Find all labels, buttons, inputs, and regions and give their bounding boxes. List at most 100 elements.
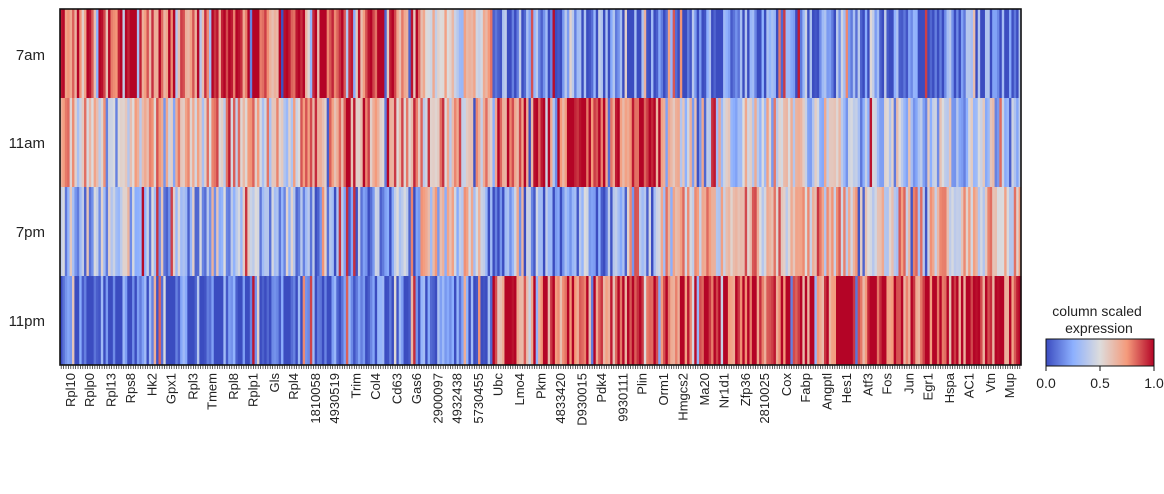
heatmap-cell bbox=[607, 9, 611, 99]
heatmap-cell bbox=[300, 276, 304, 366]
heatmap-cell bbox=[189, 9, 193, 99]
heatmap-cell bbox=[646, 9, 650, 99]
heatmap-cell bbox=[93, 98, 97, 188]
heatmap-cell bbox=[67, 98, 71, 188]
heatmap-cell bbox=[735, 276, 739, 366]
heatmap-cell bbox=[876, 9, 880, 99]
heatmap-cell bbox=[631, 276, 635, 366]
heatmap-cell bbox=[461, 276, 465, 366]
heatmap-cell bbox=[989, 9, 993, 99]
heatmap-cell bbox=[148, 276, 152, 366]
heatmap-cell bbox=[557, 276, 561, 366]
heatmap-cell bbox=[353, 9, 357, 99]
heatmap-cell bbox=[566, 276, 570, 366]
heatmap-cell bbox=[799, 98, 803, 188]
colorbar-gradient bbox=[1045, 338, 1155, 367]
heatmap-cell bbox=[566, 9, 570, 99]
heatmap-cell bbox=[639, 187, 642, 277]
heatmap-cell bbox=[93, 9, 97, 99]
heatmap-cell bbox=[523, 276, 527, 366]
heatmap-cell bbox=[879, 98, 883, 188]
heatmap-cell bbox=[62, 187, 66, 277]
column-label: 2900097 bbox=[430, 373, 445, 424]
column-label: 4833420 bbox=[553, 373, 568, 424]
heatmap-cell bbox=[67, 187, 71, 277]
heatmap-cell bbox=[703, 187, 707, 277]
column-label: D930015 bbox=[575, 373, 590, 426]
heatmap-cell bbox=[917, 187, 921, 277]
heatmap-cell bbox=[254, 187, 258, 277]
heatmap-cell bbox=[372, 98, 376, 188]
heatmap-cell bbox=[223, 9, 227, 99]
heatmap-cell bbox=[194, 9, 198, 99]
heatmap-cell bbox=[816, 276, 820, 366]
heatmap-cell bbox=[175, 98, 179, 188]
heatmap-cell bbox=[732, 98, 736, 188]
heatmap-cell bbox=[199, 276, 203, 366]
heatmap-cell bbox=[98, 98, 102, 188]
heatmap-cell bbox=[816, 98, 820, 188]
heatmap-cell bbox=[206, 187, 210, 277]
heatmap-cell bbox=[134, 187, 138, 277]
heatmap-cell bbox=[314, 187, 318, 277]
heatmap-cell bbox=[778, 9, 782, 99]
column-label: 5730455 bbox=[471, 373, 486, 424]
heatmap-cell bbox=[62, 98, 66, 188]
heatmap-cell bbox=[547, 276, 551, 366]
heatmap-cell bbox=[285, 98, 289, 188]
heatmap-cell bbox=[984, 98, 988, 188]
heatmap-cell bbox=[415, 98, 419, 188]
heatmap-cell bbox=[81, 98, 85, 188]
column-label: Hspa bbox=[942, 372, 957, 403]
heatmap-cell bbox=[552, 276, 556, 366]
heatmap-cell bbox=[915, 98, 919, 188]
heatmap-cell bbox=[249, 98, 253, 188]
heatmap-cell bbox=[641, 276, 645, 366]
heatmap-cell bbox=[124, 187, 128, 277]
heatmap-cell bbox=[948, 187, 952, 277]
heatmap-cell bbox=[893, 187, 897, 277]
column-label: Vtn bbox=[983, 373, 998, 393]
heatmap-cell bbox=[127, 98, 131, 188]
heatmap-cell bbox=[432, 187, 436, 277]
heatmap-cell bbox=[269, 276, 273, 366]
heatmap-cell bbox=[588, 9, 592, 99]
heatmap-cell bbox=[725, 187, 729, 277]
heatmap-cell bbox=[699, 9, 703, 99]
heatmap-cell bbox=[144, 187, 148, 277]
heatmap-cell bbox=[490, 276, 494, 366]
heatmap-cell bbox=[177, 187, 181, 277]
heatmap-cell bbox=[821, 187, 825, 277]
heatmap-cell bbox=[843, 187, 847, 277]
heatmap-cell bbox=[302, 187, 306, 277]
heatmap-cell bbox=[117, 98, 121, 188]
heatmap-cell bbox=[869, 187, 873, 277]
heatmap-cell bbox=[898, 98, 902, 188]
heatmap-cell bbox=[266, 9, 270, 99]
heatmap-cell bbox=[511, 187, 515, 277]
heatmap-cell bbox=[172, 187, 176, 277]
heatmap-cell bbox=[365, 276, 369, 366]
heatmap-cell bbox=[799, 187, 803, 277]
heatmap-cell bbox=[538, 9, 542, 99]
heatmap-cell bbox=[780, 98, 784, 188]
heatmap-cell bbox=[417, 187, 421, 277]
heatmap-cell bbox=[924, 187, 928, 277]
heatmap-cell bbox=[446, 187, 450, 277]
heatmap-cell bbox=[896, 9, 900, 99]
heatmap-cell bbox=[456, 187, 460, 277]
heatmap-cell bbox=[461, 187, 465, 277]
row-label-7pm: 7pm bbox=[16, 224, 45, 241]
heatmap-cell bbox=[466, 9, 470, 99]
heatmap-cell bbox=[665, 276, 669, 366]
heatmap-cell bbox=[951, 187, 955, 277]
heatmap-cell bbox=[557, 98, 561, 188]
heatmap-cell bbox=[285, 276, 289, 366]
heatmap-cell bbox=[160, 9, 164, 99]
heatmap-cell bbox=[199, 187, 203, 277]
heatmap-cell bbox=[857, 9, 861, 99]
heatmap-cell bbox=[211, 187, 215, 277]
heatmap-cell bbox=[442, 276, 445, 366]
heatmap-cell bbox=[398, 9, 402, 99]
heatmap-cell bbox=[485, 276, 489, 366]
